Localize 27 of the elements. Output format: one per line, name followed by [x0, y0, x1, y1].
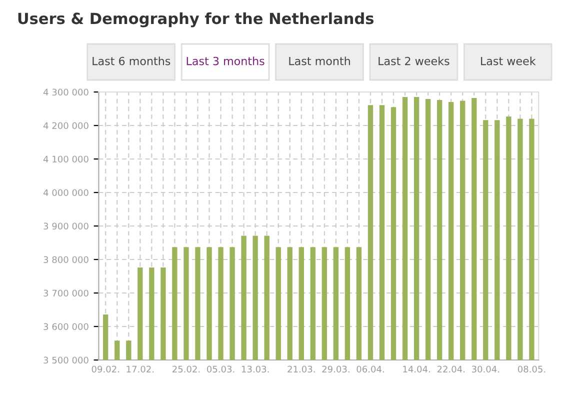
x-tick-label: 08.05. [518, 366, 546, 373]
text: Last 6 months [92, 56, 170, 66]
y-tick-label: 3 700 000 [44, 290, 88, 297]
x-tick-label: 05.03. [207, 366, 234, 373]
text: Last week [481, 56, 536, 66]
y-tick-label: 4 000 000 [43, 189, 88, 196]
text: Last 2 weeks [378, 56, 450, 66]
text: Last 3 months [186, 56, 264, 66]
text: Last month [289, 56, 350, 66]
chart-title: Users & Demography for the Netherlands [18, 12, 374, 28]
y-tick-label: 3 500 000 [44, 356, 88, 364]
x-tick-label: 22.04. [437, 366, 464, 373]
x-tick-label: 17.02. [126, 366, 154, 373]
y-tick-label: 3 800 000 [44, 256, 88, 264]
y-tick-label: 4 200 000 [43, 122, 88, 130]
x-tick-label: 25.02. [172, 366, 200, 373]
x-tick-label: 30.04. [472, 366, 500, 373]
x-tick-label: 29.03. [322, 366, 350, 373]
x-tick-label: 09.02. [92, 366, 119, 373]
y-tick-label: 3 600 000 [44, 323, 88, 330]
x-tick-label: 06.04. [356, 366, 384, 373]
x-tick-label: 14.04. [403, 366, 430, 373]
y-tick-label: 4 100 000 [43, 156, 88, 163]
x-tick-label: 13.03. [242, 366, 269, 373]
x-tick-label: 21.03. [288, 366, 315, 373]
y-tick-label: 3 900 000 [44, 222, 88, 230]
y-tick-label: 4 300 000 [43, 88, 88, 96]
